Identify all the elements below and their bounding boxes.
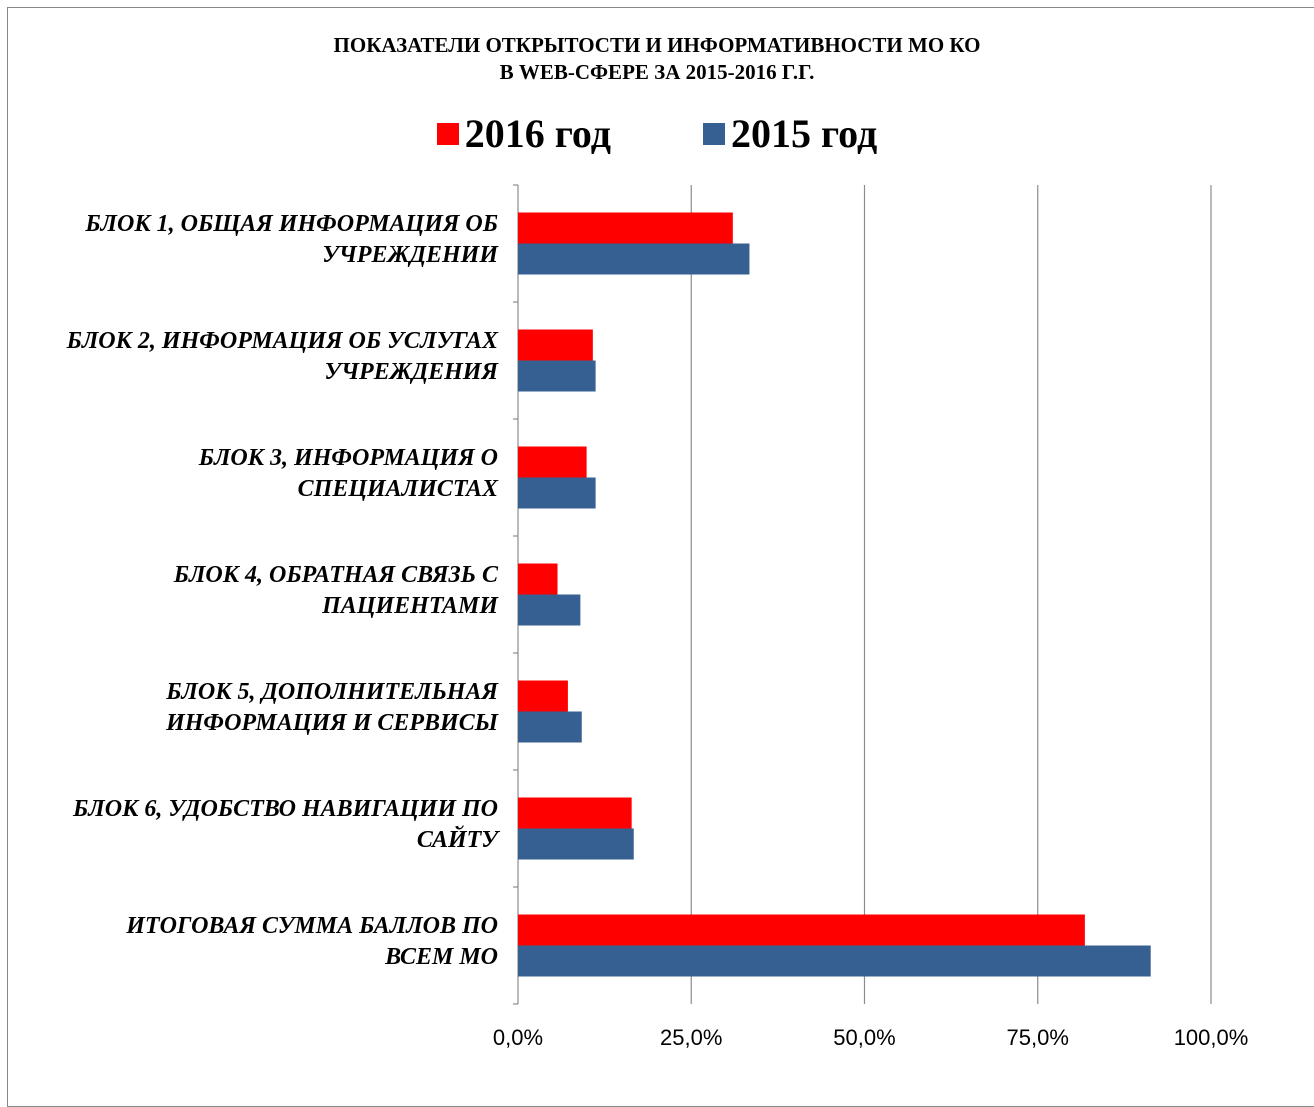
legend-item-2016: 2016 год <box>436 110 611 157</box>
bar-2015-год-1 <box>518 243 750 275</box>
bar-2015-год-5 <box>518 711 582 743</box>
category-label-5-line-1: БЛОК 5, ДОПОЛНИТЕЛЬНАЯ <box>166 678 498 705</box>
x-tick-label-4: 100,0% <box>1173 1025 1249 1050</box>
bar-2015-год-7 <box>518 945 1151 977</box>
bar-2016-год-4 <box>518 563 558 595</box>
bar-2016-год-3 <box>518 446 587 478</box>
legend-swatch-2016 <box>436 122 459 145</box>
bar-2015-год-3 <box>518 477 596 509</box>
x-tick-label-0: 0,0% <box>492 1025 544 1050</box>
category-label-5: БЛОК 5, ДОПОЛНИТЕЛЬНАЯ ИНФОРМАЦИЯ И СЕРВИ… <box>0 677 498 739</box>
bar-2016-год-1 <box>518 212 733 244</box>
bar-2015-год-2 <box>518 360 596 392</box>
legend-swatch-2015 <box>703 122 725 145</box>
category-label-7: ИТОГОВАЯ СУММА БАЛЛОВ ПО ВСЕМ МО <box>0 911 498 973</box>
category-label-4-line-1: БЛОК 4, ОБРАТНАЯ СВЯЗЬ С <box>173 561 498 588</box>
category-label-1: БЛОК 1, ОБЩАЯ ИНФОРМАЦИЯ ОБ УЧРЕЖДЕНИИ <box>0 209 498 271</box>
chart-title: ПОКАЗАТЕЛИ ОТКРЫТОСТИ И ИНФОРМАТИВНОСТИ … <box>0 32 1314 86</box>
category-label-2-line-1: БЛОК 2, ИНФОРМАЦИЯ ОБ УСЛУГАХ <box>66 327 498 354</box>
category-label-2: БЛОК 2, ИНФОРМАЦИЯ ОБ УСЛУГАХ УЧРЕЖДЕНИЯ <box>0 326 498 388</box>
bar-2015-год-6 <box>518 828 634 860</box>
x-tick-label-1: 25,0% <box>660 1025 723 1050</box>
category-label-6: БЛОК 6, УДОБСТВО НАВИГАЦИИ ПО САЙТУ <box>0 794 498 856</box>
category-label-4-line-2: ПАЦИЕНТАМИ <box>322 592 498 619</box>
x-tick-label-2: 50,0% <box>833 1025 896 1050</box>
legend-label-2016: 2016 год <box>464 111 611 156</box>
category-label-7-line-1: ИТОГОВАЯ СУММА БАЛЛОВ ПО <box>126 912 498 939</box>
legend: 2016 год 2015 год <box>0 110 1314 157</box>
category-label-3-line-1: БЛОК 3, ИНФОРМАЦИЯ О <box>198 444 498 471</box>
chart-title-line-1: ПОКАЗАТЕЛИ ОТКРЫТОСТИ И ИНФОРМАТИВНОСТИ … <box>333 33 981 57</box>
category-label-2-line-2: УЧРЕЖДЕНИЯ <box>324 358 498 385</box>
category-label-7-line-2: ВСЕМ МО <box>385 943 498 970</box>
bar-2016-год-2 <box>518 329 593 361</box>
chart-title-line-2: В WEB-СФЕРЕ ЗА 2015-2016 Г.Г. <box>499 60 815 84</box>
bar-2016-год-6 <box>518 797 632 829</box>
category-label-5-line-2: ИНФОРМАЦИЯ И СЕРВИСЫ <box>166 709 498 736</box>
category-label-3-line-2: СПЕЦИАЛИСТАХ <box>297 475 498 502</box>
legend-label-2015: 2015 год <box>731 111 878 156</box>
category-label-1-line-1: БЛОК 1, ОБЩАЯ ИНФОРМАЦИЯ ОБ <box>85 210 498 237</box>
bar-2016-год-7 <box>518 914 1085 946</box>
category-label-6-line-2: САЙТУ <box>416 826 498 853</box>
category-label-4: БЛОК 4, ОБРАТНАЯ СВЯЗЬ С ПАЦИЕНТАМИ <box>0 560 498 622</box>
category-label-1-line-2: УЧРЕЖДЕНИИ <box>322 241 498 268</box>
category-label-6-line-1: БЛОК 6, УДОБСТВО НАВИГАЦИИ ПО <box>73 795 498 822</box>
legend-item-2015: 2015 год <box>703 110 877 157</box>
category-label-3: БЛОК 3, ИНФОРМАЦИЯ О СПЕЦИАЛИСТАХ <box>0 443 498 505</box>
x-tick-label-3: 75,0% <box>1006 1025 1069 1050</box>
bar-2016-год-5 <box>518 680 568 712</box>
bar-2015-год-4 <box>518 594 581 626</box>
